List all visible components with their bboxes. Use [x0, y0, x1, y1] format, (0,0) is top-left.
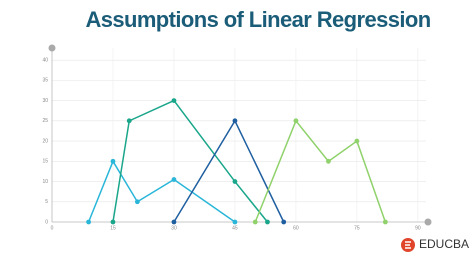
y-tick-label: 0	[45, 219, 48, 225]
series-line	[173, 119, 285, 223]
y-tick-label: 25	[42, 118, 48, 124]
x-tick-label: 75	[354, 225, 360, 231]
y-tick-label: 20	[42, 138, 48, 144]
data-point	[382, 219, 388, 225]
x-tick-label: 15	[110, 225, 116, 231]
series-line	[87, 159, 236, 223]
data-point	[232, 179, 238, 184]
chart-title: Assumptions of Linear Regression	[85, 7, 430, 32]
y-tick-label: 30	[42, 98, 48, 104]
y-tick-label: 10	[42, 179, 48, 185]
data-point	[171, 219, 177, 225]
data-point	[232, 118, 238, 124]
data-point	[86, 219, 91, 225]
data-point	[126, 118, 132, 124]
data-point	[171, 177, 177, 182]
data-point	[171, 98, 177, 104]
axis-end	[48, 44, 56, 52]
data-point	[326, 158, 331, 164]
data-point	[281, 219, 287, 225]
data-point	[110, 158, 116, 164]
x-tick-label: 90	[415, 225, 421, 231]
axis-end	[424, 218, 432, 226]
data-point	[252, 219, 258, 225]
logo: EDUCBA	[401, 237, 469, 252]
x-tick-label: 0	[51, 225, 54, 231]
y-tick-label: 35	[42, 78, 48, 84]
logo-mark	[405, 241, 411, 249]
data-point	[232, 219, 238, 225]
y-tick-label: 5	[45, 199, 48, 205]
data-point	[293, 118, 299, 124]
y-tick-label: 15	[42, 159, 48, 165]
y-tick-label: 40	[42, 57, 48, 63]
data-point	[354, 138, 360, 144]
data-point	[110, 219, 116, 225]
logo-text: EDUCBA	[419, 237, 469, 251]
x-tick-label: 30	[171, 225, 177, 231]
data-point	[265, 219, 270, 225]
data-point	[134, 199, 140, 205]
series-line	[254, 119, 387, 223]
x-tick-label: 45	[232, 225, 238, 231]
x-tick-label: 60	[293, 225, 299, 231]
